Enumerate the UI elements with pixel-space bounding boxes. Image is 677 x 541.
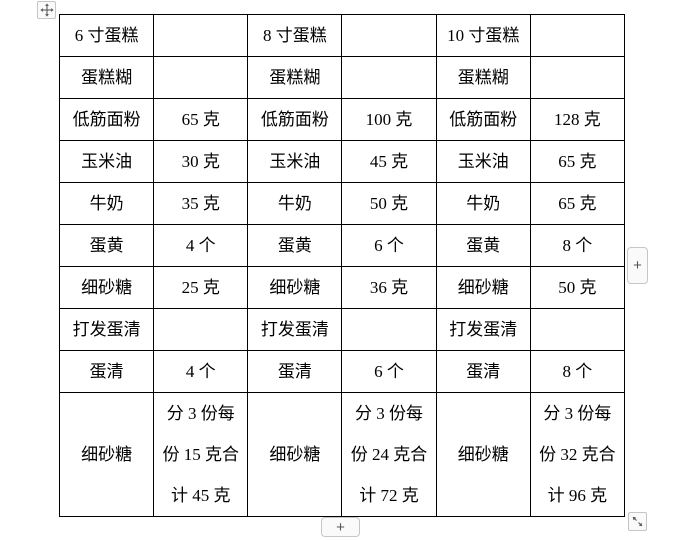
table-cell[interactable]: 6 个 [341,350,437,393]
add-row-button[interactable]: + [321,517,360,537]
table-row: 细砂糖分 3 份每 份 15 克合 计 45 克细砂糖分 3 份每 份 24 克… [58,392,626,517]
recipe-table: 6 寸蛋糕 8 寸蛋糕 10 寸蛋糕 蛋糕糊 蛋糕糊 蛋糕糊 低筋面粉 65 克低筋面粉 100… [58,14,626,517]
table-cell[interactable]: 细砂糖 [247,392,343,517]
table-cell[interactable]: 蛋糕糊 [435,56,531,99]
table-cell[interactable]: 打发蛋清 [247,308,343,351]
table-cell[interactable]: 蛋黄 [435,224,531,267]
table-cell[interactable]: 65 克 [153,98,249,141]
table-cell[interactable] [153,308,249,351]
table-cell[interactable]: 128 克 [529,98,626,141]
table-cell[interactable]: 细砂糖 [435,392,531,517]
table-cell[interactable]: 65 克 [529,140,626,183]
table-cell[interactable]: 分 3 份每 份 24 克合 计 72 克 [341,392,437,517]
table-row: 蛋糕糊 蛋糕糊 蛋糕糊 [58,56,626,99]
table-cell[interactable]: 蛋糕糊 [247,56,343,99]
table-cell[interactable]: 牛奶 [247,182,343,225]
table-cell[interactable] [529,14,626,57]
table-cell[interactable]: 蛋清 [58,350,155,393]
table-cell[interactable]: 蛋黄 [58,224,155,267]
table-cell[interactable]: 蛋清 [247,350,343,393]
plus-icon: + [633,257,642,274]
table-move-handle[interactable] [37,1,56,19]
table-cell[interactable]: 蛋黄 [247,224,343,267]
plus-icon: + [336,518,345,536]
table-cell[interactable]: 牛奶 [58,182,155,225]
table-row: 玉米油 30 克玉米油 45 克玉米油 65 克 [58,140,626,183]
table-cell[interactable]: 4 个 [153,350,249,393]
table-row: 打发蛋清 打发蛋清 打发蛋清 [58,308,626,351]
table-cell[interactable]: 6 个 [341,224,437,267]
diagonal-resize-icon [632,516,643,527]
add-column-button[interactable]: + [627,247,648,284]
table-cell[interactable]: 蛋糕糊 [58,56,155,99]
table-cell[interactable]: 蛋清 [435,350,531,393]
table-cell[interactable]: 玉米油 [247,140,343,183]
table-cell[interactable]: 打发蛋清 [58,308,155,351]
table-cell[interactable]: 8 个 [529,350,626,393]
table-cell[interactable]: 分 3 份每 份 15 克合 计 45 克 [153,392,249,517]
table-cell[interactable]: 玉米油 [58,140,155,183]
table-cell[interactable] [153,56,249,99]
table-cell[interactable]: 45 克 [341,140,437,183]
table-cell[interactable]: 低筋面粉 [58,98,155,141]
recipe-table-body: 6 寸蛋糕 8 寸蛋糕 10 寸蛋糕 蛋糕糊 蛋糕糊 蛋糕糊 低筋面粉 65 克低筋面粉 100… [58,14,626,517]
table-cell[interactable]: 4 个 [153,224,249,267]
table-cell[interactable]: 低筋面粉 [435,98,531,141]
table-resize-handle[interactable] [628,512,647,531]
table-cell[interactable]: 36 克 [341,266,437,309]
table-cell[interactable]: 30 克 [153,140,249,183]
table-cell[interactable]: 低筋面粉 [247,98,343,141]
table-cell[interactable] [153,14,249,57]
table-cell[interactable]: 细砂糖 [435,266,531,309]
table-row: 细砂糖 25 克细砂糖 36 克细砂糖 50 克 [58,266,626,309]
table-cell[interactable] [529,56,626,99]
table-cell[interactable]: 细砂糖 [58,392,155,517]
table-cell[interactable] [529,308,626,351]
table-row: 蛋清 4 个蛋清 6 个蛋清 8 个 [58,350,626,393]
table-cell[interactable]: 细砂糖 [58,266,155,309]
table-cell[interactable]: 50 克 [529,266,626,309]
table-cell[interactable]: 6 寸蛋糕 [58,14,155,57]
table-cell[interactable] [341,56,437,99]
table-cell[interactable]: 65 克 [529,182,626,225]
table-row: 牛奶 35 克牛奶 50 克牛奶 65 克 [58,182,626,225]
table-row: 6 寸蛋糕 8 寸蛋糕 10 寸蛋糕 [58,14,626,57]
table-cell[interactable]: 25 克 [153,266,249,309]
table-cell[interactable]: 8 个 [529,224,626,267]
table-cell[interactable]: 玉米油 [435,140,531,183]
table-row: 低筋面粉 65 克低筋面粉 100 克低筋面粉 128 克 [58,98,626,141]
table-cell[interactable]: 100 克 [341,98,437,141]
table-cell[interactable]: 35 克 [153,182,249,225]
table-cell[interactable]: 打发蛋清 [435,308,531,351]
table-cell[interactable] [341,308,437,351]
move-icon [39,3,54,17]
table-cell[interactable]: 10 寸蛋糕 [435,14,531,57]
table-cell[interactable]: 细砂糖 [247,266,343,309]
table-cell[interactable]: 8 寸蛋糕 [247,14,343,57]
table-cell[interactable]: 50 克 [341,182,437,225]
table-cell[interactable]: 分 3 份每 份 32 克合 计 96 克 [529,392,626,517]
table-row: 蛋黄 4 个蛋黄 6 个蛋黄 8 个 [58,224,626,267]
table-cell[interactable]: 牛奶 [435,182,531,225]
table-cell[interactable] [341,14,437,57]
